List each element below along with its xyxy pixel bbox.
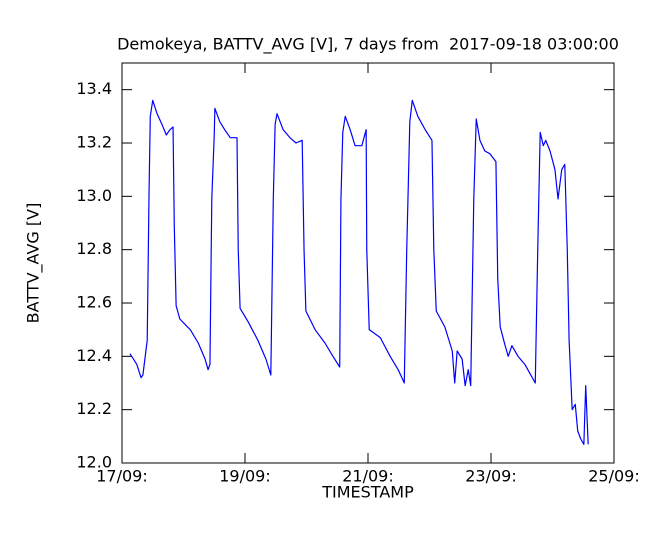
- x-tick-label: 21/09:: [342, 467, 394, 486]
- y-axis-label: BATTV_AVG [V]: [24, 203, 44, 324]
- y-tick-label: 12.6: [76, 293, 112, 312]
- chart-title: Demokeya, BATTV_AVG [V], 7 days from 201…: [117, 35, 619, 55]
- data-line: [129, 99, 589, 445]
- y-tick-label: 13.4: [76, 79, 112, 98]
- x-tick-label: 19/09:: [219, 467, 271, 486]
- y-tick-label: 12.2: [76, 399, 112, 418]
- x-tick-label: 23/09:: [465, 467, 517, 486]
- y-tick-label: 12.4: [76, 346, 112, 365]
- x-tick-label: 17/09:: [96, 467, 148, 486]
- y-tick-label: 13.0: [76, 186, 112, 205]
- x-axis-label: TIMESTAMP: [321, 483, 414, 502]
- y-tick-label: 13.2: [76, 133, 112, 152]
- y-tick-label: 12.0: [76, 453, 112, 472]
- y-tick-label: 12.8: [76, 239, 112, 258]
- x-tick-label: 25/09:: [588, 467, 640, 486]
